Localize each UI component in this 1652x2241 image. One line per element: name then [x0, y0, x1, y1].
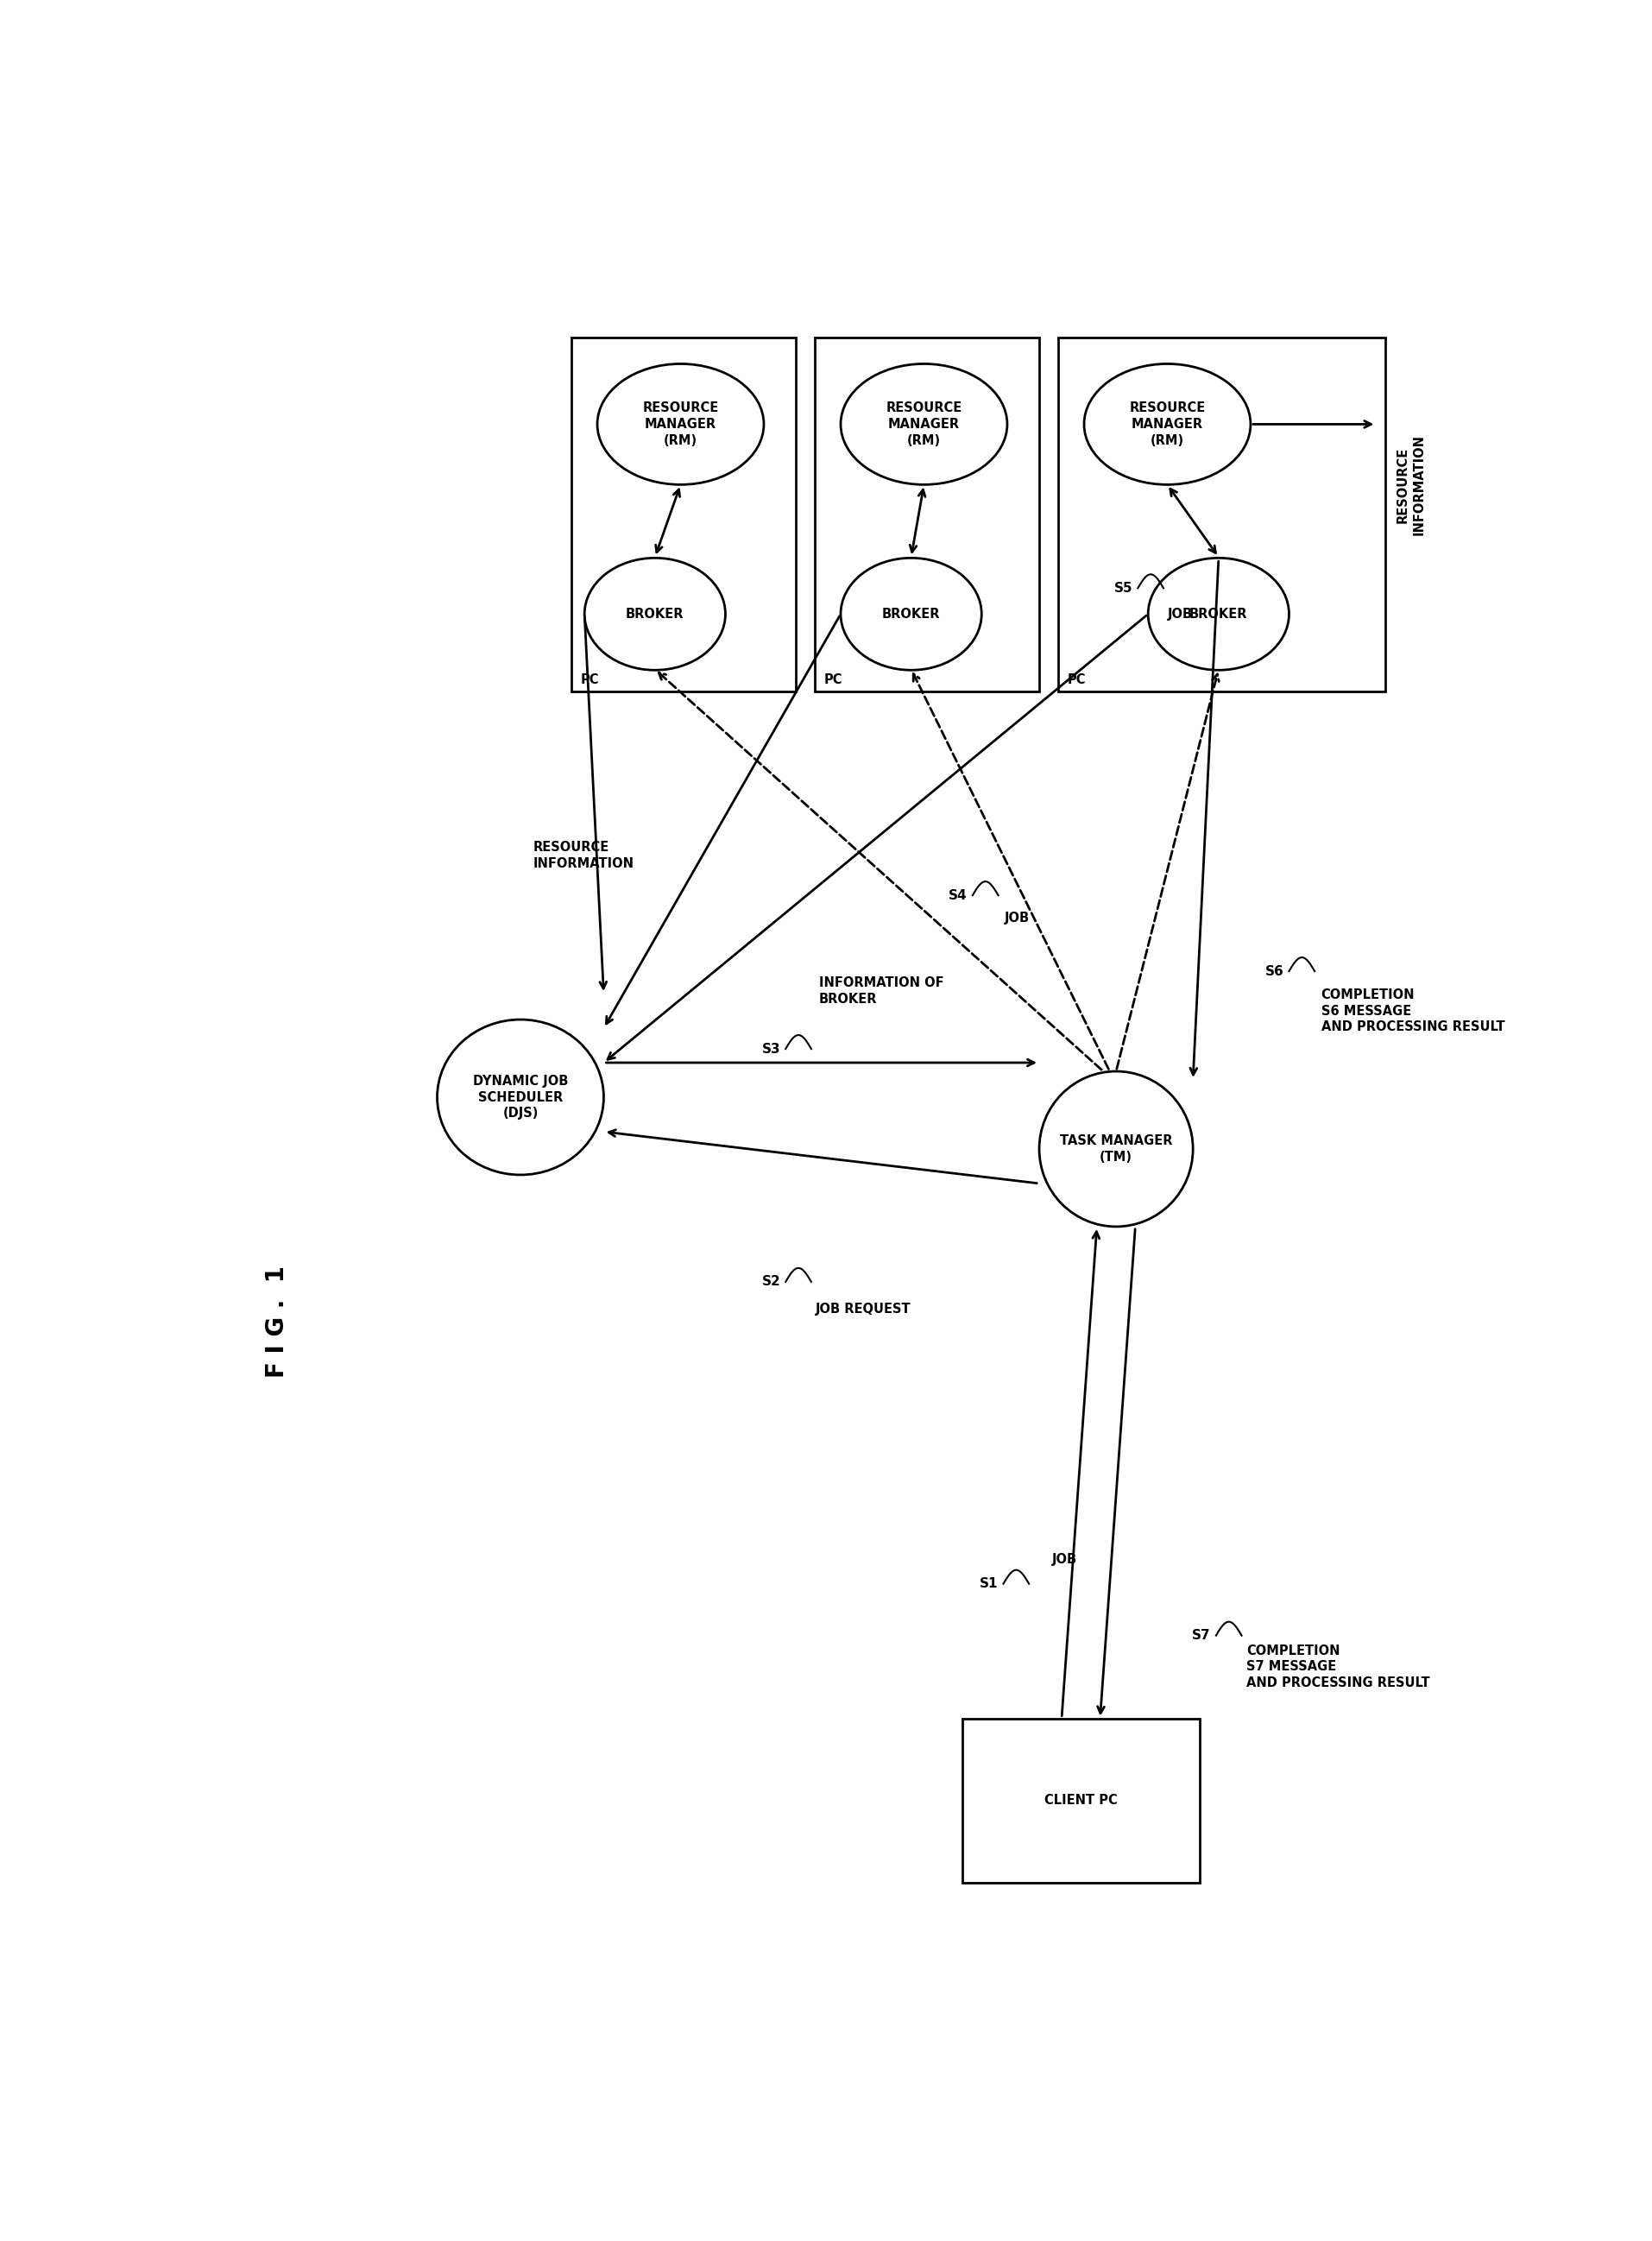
Text: PC: PC [824, 675, 843, 686]
Text: BROKER: BROKER [626, 607, 684, 621]
Text: RESOURCE
INFORMATION: RESOURCE INFORMATION [534, 840, 634, 870]
Text: BROKER: BROKER [882, 607, 940, 621]
Text: S6: S6 [1264, 966, 1284, 977]
Text: S3: S3 [762, 1042, 780, 1056]
Text: RESOURCE
INFORMATION: RESOURCE INFORMATION [1396, 435, 1424, 536]
Text: RESOURCE
MANAGER
(RM): RESOURCE MANAGER (RM) [885, 401, 961, 446]
Text: JOB: JOB [1052, 1553, 1077, 1566]
Text: S4: S4 [948, 890, 966, 901]
Text: JOB: JOB [1166, 607, 1191, 621]
Text: COMPLETION
S6 MESSAGE
AND PROCESSING RESULT: COMPLETION S6 MESSAGE AND PROCESSING RES… [1320, 988, 1503, 1033]
Text: S7: S7 [1191, 1629, 1211, 1643]
Bar [961, 1719, 1199, 1882]
Text: CLIENT PC: CLIENT PC [1044, 1793, 1117, 1806]
Text: BROKER: BROKER [1189, 607, 1247, 621]
Text: F I G .  1: F I G . 1 [264, 1266, 289, 1378]
Text: INFORMATION OF
BROKER: INFORMATION OF BROKER [818, 977, 943, 1006]
Text: COMPLETION
S7 MESSAGE
AND PROCESSING RESULT: COMPLETION S7 MESSAGE AND PROCESSING RES… [1246, 1645, 1429, 1690]
Text: S2: S2 [762, 1275, 780, 1289]
Text: JOB: JOB [1004, 912, 1029, 923]
Text: PC: PC [580, 675, 600, 686]
Text: S5: S5 [1113, 583, 1132, 594]
Text: RESOURCE
MANAGER
(RM): RESOURCE MANAGER (RM) [643, 401, 719, 446]
Text: JOB REQUEST: JOB REQUEST [814, 1302, 910, 1315]
Text: TASK MANAGER
(TM): TASK MANAGER (TM) [1059, 1134, 1171, 1163]
Text: RESOURCE
MANAGER
(RM): RESOURCE MANAGER (RM) [1128, 401, 1204, 446]
Text: S1: S1 [980, 1578, 998, 1591]
Text: PC: PC [1067, 675, 1085, 686]
Bar [814, 338, 1039, 692]
Text: DYNAMIC JOB
SCHEDULER
(DJS): DYNAMIC JOB SCHEDULER (DJS) [472, 1076, 568, 1120]
Bar [572, 338, 796, 692]
Bar [1057, 338, 1384, 692]
